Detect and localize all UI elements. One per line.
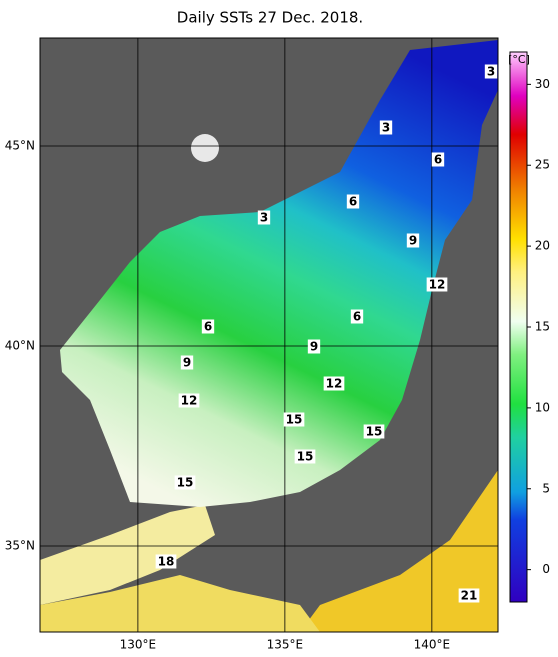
contour-label-box [350, 309, 364, 324]
contour-label: 3 [260, 211, 268, 225]
contour-label-box [155, 554, 177, 569]
contour-label: 9 [310, 340, 318, 354]
contour-label-box [458, 588, 480, 603]
contour-label: 18 [158, 555, 175, 569]
title: Daily SSTs 27 Dec. 2018. [177, 9, 363, 27]
map-frame [39, 37, 499, 633]
lat-tick-label: 40°N [5, 339, 35, 353]
contour-label: 3 [382, 121, 390, 135]
japan-sea [60, 40, 498, 507]
contour-label-box [346, 194, 360, 209]
colorbar-scale [509, 51, 528, 603]
colorbar: [°C] [508, 51, 530, 603]
contour-label: 15 [297, 450, 314, 464]
contour-label-box [379, 120, 393, 135]
lon-tick-label: 140°E [414, 638, 451, 652]
contour-label: 6 [353, 310, 361, 324]
contour-label: 21 [461, 589, 478, 603]
frame-border [39, 37, 499, 633]
contour-label-box [307, 339, 321, 354]
colorbar-tick-label: 5 [542, 481, 550, 495]
southern-sea [40, 575, 320, 632]
island [191, 134, 219, 162]
contour-label: 15 [366, 425, 383, 439]
contour-label: 3 [487, 65, 495, 79]
contour-label-box [283, 412, 305, 427]
colorbar-tick-label: 0 [542, 562, 550, 576]
colorbar-tick-label: 20 [535, 239, 550, 253]
pacific-sea [300, 470, 498, 632]
colorbar-tick-label: 15 [535, 320, 550, 334]
contour-label-box [178, 393, 200, 408]
contour-label-box [406, 233, 420, 248]
contour-label: 6 [434, 153, 442, 167]
colorbar-tick-label: 10 [535, 400, 550, 414]
contour-label-box [180, 355, 194, 370]
contour-label: 6 [349, 195, 357, 209]
lon-tick-label: 130°E [120, 638, 157, 652]
contour-label: 12 [181, 394, 198, 408]
contour-label-box [201, 319, 215, 334]
contour-label: 9 [409, 234, 417, 248]
tsushima-sea [40, 505, 215, 605]
contour-label-box [294, 449, 316, 464]
contour-label-box [174, 475, 196, 490]
contour-label-box [323, 376, 345, 391]
contour-label: 6 [204, 320, 212, 334]
lat-tick-label: 45°N [5, 139, 35, 153]
contour-label-box [426, 277, 448, 292]
contour-label-box [257, 210, 271, 225]
contour-label: 12 [326, 377, 343, 391]
contour-label: 9 [183, 356, 191, 370]
contour-label-box [484, 64, 498, 79]
colorbar-tick-label: 25 [535, 158, 550, 172]
contour-label: 12 [429, 278, 446, 292]
lon-tick-label: 135°E [267, 638, 304, 652]
lat-tick-label: 35°N [5, 539, 35, 553]
contour-label: 15 [177, 476, 194, 490]
colorbar-tick-label: 30 [535, 77, 550, 91]
contour-label: 15 [286, 413, 303, 427]
colorbar-unit: [°C] [508, 53, 530, 66]
contour-label-box [363, 424, 385, 439]
contour-label-box [431, 152, 445, 167]
